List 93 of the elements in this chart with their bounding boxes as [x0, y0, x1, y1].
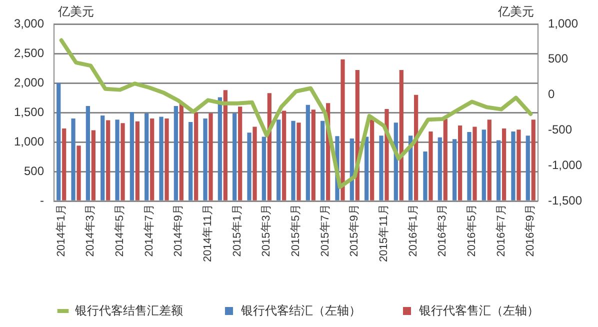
- bar: [443, 119, 448, 200]
- bar: [135, 121, 140, 200]
- bar: [467, 132, 472, 200]
- bar: [106, 120, 110, 200]
- bar: [296, 122, 301, 200]
- bar: [218, 97, 222, 200]
- bar: [472, 126, 477, 200]
- bar: [370, 120, 374, 200]
- bar: [120, 123, 125, 200]
- bar: [526, 136, 530, 200]
- bar: [282, 110, 286, 200]
- bar: [423, 152, 428, 200]
- bar: [291, 120, 296, 200]
- x-tick-label: 2014年3月: [84, 204, 97, 257]
- bar: [159, 116, 164, 200]
- bar: [414, 94, 418, 200]
- bar: [399, 70, 404, 200]
- bar: [115, 120, 120, 200]
- x-tick-label: 2014年9月: [172, 204, 185, 257]
- y-tick-label: 1,500: [14, 104, 44, 119]
- bar: [531, 120, 536, 200]
- x-tick-label: 2016年7月: [495, 204, 508, 257]
- bar: [252, 126, 257, 200]
- y-tick-label: 3,000: [14, 16, 44, 30]
- x-tick-label: 2014年7月: [143, 204, 156, 257]
- x-tick-label: 2015年5月: [290, 204, 302, 257]
- y-tick-label: -: [40, 193, 44, 208]
- bar: [364, 136, 369, 200]
- bar: [71, 118, 76, 200]
- bar: [428, 131, 433, 200]
- bar: [174, 106, 178, 200]
- x-tick-label: 2016年3月: [436, 204, 449, 257]
- y2-tick-label: 0: [548, 87, 555, 102]
- bar: [223, 90, 228, 200]
- y-tick-label: 2,500: [14, 46, 44, 60]
- bar: [482, 130, 486, 200]
- bar: [238, 106, 242, 200]
- bar: [502, 128, 506, 200]
- bar: [232, 113, 237, 200]
- y-tick-label: 1,000: [14, 134, 44, 148]
- bar: [496, 140, 501, 200]
- bar: [62, 128, 66, 200]
- bar: [179, 103, 184, 200]
- bar: [188, 122, 193, 200]
- bar: [438, 137, 442, 200]
- legend-label: 银行代客结售汇差额: [74, 303, 183, 318]
- x-tick-label: 2014年11月: [202, 204, 214, 262]
- bar: [311, 110, 316, 200]
- x-tick-label: 2014年1月: [55, 204, 68, 257]
- bar: [247, 132, 252, 200]
- bar: [458, 126, 462, 200]
- y-axis-title: 亿美元: [57, 4, 94, 18]
- bar: [100, 116, 105, 200]
- bar: [91, 130, 96, 200]
- bar: [150, 118, 154, 200]
- bar: [203, 118, 208, 200]
- bar: [76, 146, 81, 200]
- bar: [320, 120, 325, 200]
- y2-axis-title: 亿美元: [496, 4, 534, 18]
- bar: [452, 139, 457, 200]
- bar: [144, 113, 149, 200]
- x-tick-label: 2015年1月: [231, 204, 244, 257]
- bar: [487, 120, 492, 200]
- x-tick-label: 2015年7月: [319, 204, 332, 257]
- x-tick-label: 2016年9月: [524, 204, 537, 257]
- y2-tick-label: 500: [548, 52, 568, 66]
- bar: [86, 106, 90, 200]
- y-tick-label: 500: [24, 164, 44, 178]
- bar: [164, 118, 169, 200]
- bar: [516, 130, 521, 200]
- x-tick-label: 2016年5月: [466, 204, 478, 257]
- x-tick-label: 2016年1月: [407, 204, 420, 257]
- bar: [262, 136, 266, 200]
- y2-tick-label: -500: [548, 122, 572, 137]
- y2-tick-label: -1,500: [548, 193, 582, 208]
- bar: [511, 131, 516, 200]
- legend-label: 银行代客售汇（左轴）: [418, 303, 539, 318]
- x-tick-label: 2015年11月: [378, 204, 390, 262]
- bar: [208, 113, 213, 200]
- bar: [194, 112, 198, 200]
- bar: [56, 83, 61, 200]
- bar: [276, 120, 281, 200]
- y2-tick-label: 1,000: [548, 16, 578, 30]
- bar: [340, 59, 345, 200]
- y2-tick-label: -1,000: [548, 158, 582, 172]
- x-tick-label: 2014年5月: [114, 204, 126, 257]
- y-tick-label: 2,000: [14, 75, 44, 90]
- bar: [130, 112, 134, 200]
- bar: [379, 136, 384, 200]
- x-tick-label: 2015年3月: [260, 204, 273, 257]
- legend-label: 银行代客结汇（左轴）: [240, 303, 361, 318]
- bar: [306, 104, 310, 200]
- x-tick-label: 2015年9月: [348, 204, 361, 257]
